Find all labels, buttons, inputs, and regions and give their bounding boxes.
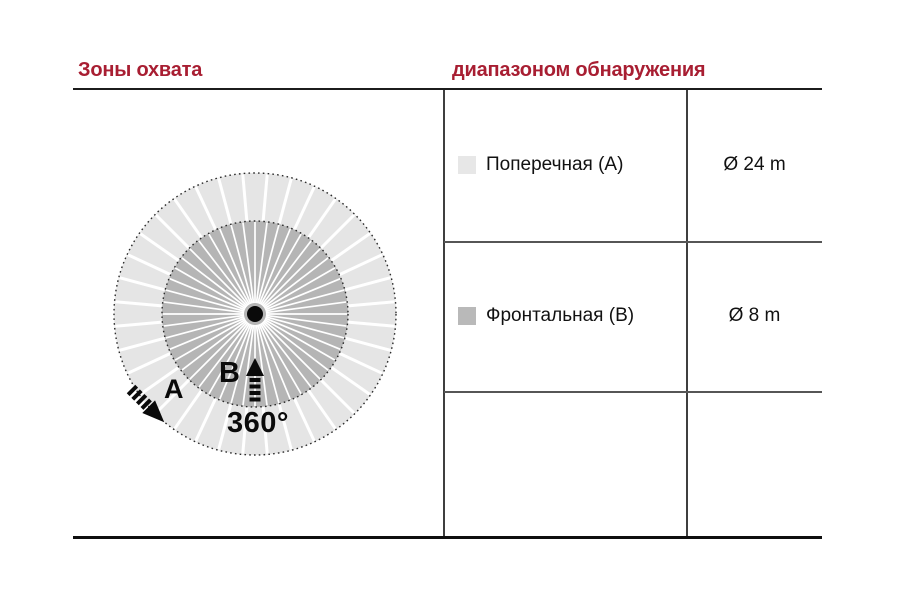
zone-a-label: A <box>164 374 184 404</box>
section-title-right: диапазоном обнаружения <box>452 59 706 81</box>
section-title-left: Зоны охвата <box>78 59 203 81</box>
table-border-top <box>73 88 822 90</box>
row-separator-1 <box>444 241 822 243</box>
row-label: Фронтальная (В) <box>486 305 635 326</box>
row-value: Ø 8 m <box>728 305 781 326</box>
zone-b-swatch <box>458 307 476 325</box>
table-divider-left <box>443 90 445 536</box>
angle-360-label: 360° <box>227 407 289 439</box>
row-separator-2 <box>444 391 822 393</box>
zone-b-label: B <box>219 357 240 389</box>
row-label: Поперечная (А) <box>486 154 624 175</box>
zone-a-swatch <box>458 156 476 174</box>
coverage-diagram <box>113 172 397 456</box>
row-value: Ø 24 m <box>723 154 786 175</box>
arrow-a-icon <box>126 384 165 423</box>
arrow-b-icon <box>246 358 264 402</box>
table-divider-right <box>686 90 688 536</box>
zones-layer <box>113 172 397 456</box>
table-border-bottom <box>73 536 822 539</box>
